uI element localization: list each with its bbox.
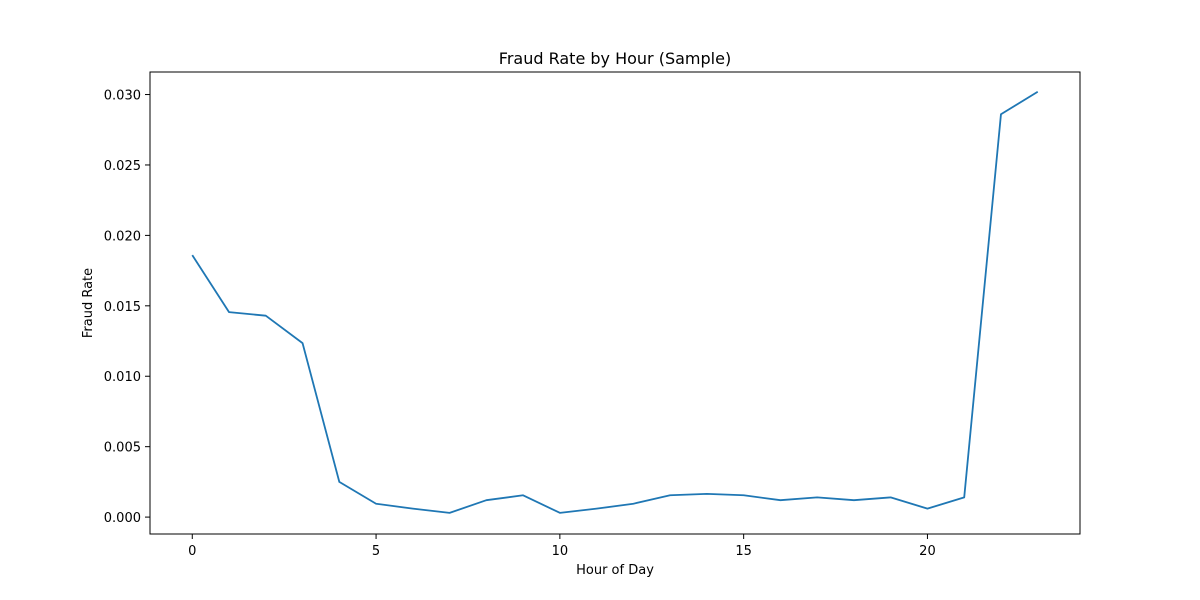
x-tick-label: 20 [919, 544, 936, 559]
y-tick-label: 0.025 [104, 159, 141, 174]
data-point [815, 495, 819, 499]
data-point [742, 493, 746, 497]
chart-title: Fraud Rate by Hour (Sample) [499, 49, 731, 68]
x-tick-label: 15 [735, 544, 752, 559]
data-point [962, 495, 966, 499]
data-point [595, 507, 599, 511]
x-axis: 0 5 10 15 20 [188, 534, 936, 559]
data-point [521, 493, 525, 497]
x-tick-label: 5 [372, 544, 380, 559]
data-point [889, 495, 893, 499]
data-point [852, 498, 856, 502]
data-point [227, 310, 231, 314]
data-point [668, 493, 672, 497]
y-tick-label: 0.015 [104, 300, 141, 315]
y-tick-label: 0.000 [104, 511, 141, 526]
data-point [301, 341, 305, 345]
data-point [558, 511, 562, 515]
y-tick-label: 0.005 [104, 441, 141, 456]
y-axis-label: Fraud Rate [81, 268, 96, 338]
data-point [484, 498, 488, 502]
x-axis-label: Hour of Day [576, 563, 654, 578]
x-tick-label: 0 [188, 544, 196, 559]
x-tick-label: 10 [552, 544, 569, 559]
y-tick-label: 0.020 [104, 229, 141, 244]
data-point [448, 511, 452, 515]
y-axis: 0.000 0.005 0.010 0.015 0.020 0.025 0.030 [104, 89, 150, 526]
data-point [264, 314, 268, 318]
data-point [1036, 90, 1040, 94]
data-point [705, 492, 709, 496]
data-point [337, 480, 341, 484]
data-point [411, 507, 415, 511]
data-point [374, 502, 378, 506]
data-point [999, 112, 1003, 116]
fraud-rate-line [191, 90, 1039, 514]
y-tick-label: 0.030 [104, 89, 141, 104]
data-point [778, 498, 782, 502]
plot-area [149, 71, 1081, 535]
data-point [190, 253, 194, 257]
y-tick-label: 0.010 [104, 370, 141, 385]
data-point [631, 502, 635, 506]
data-point [925, 507, 929, 511]
